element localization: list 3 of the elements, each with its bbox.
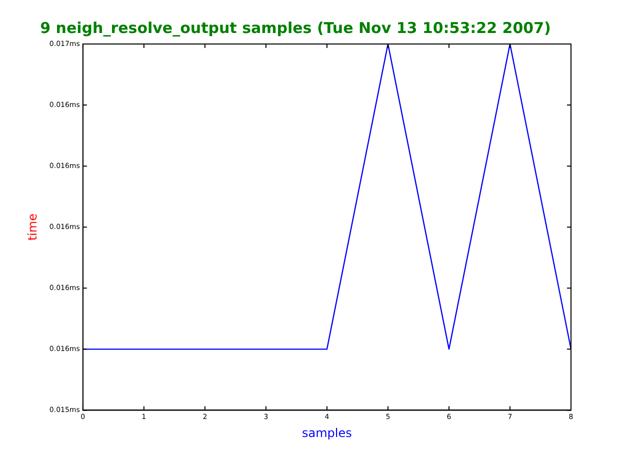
x-axis-title: samples: [302, 426, 352, 440]
y-axis-title: time: [25, 214, 40, 241]
chart-title: 9 neigh_resolve_output samples (Tue Nov 13 10:53:22 2007): [40, 18, 551, 37]
